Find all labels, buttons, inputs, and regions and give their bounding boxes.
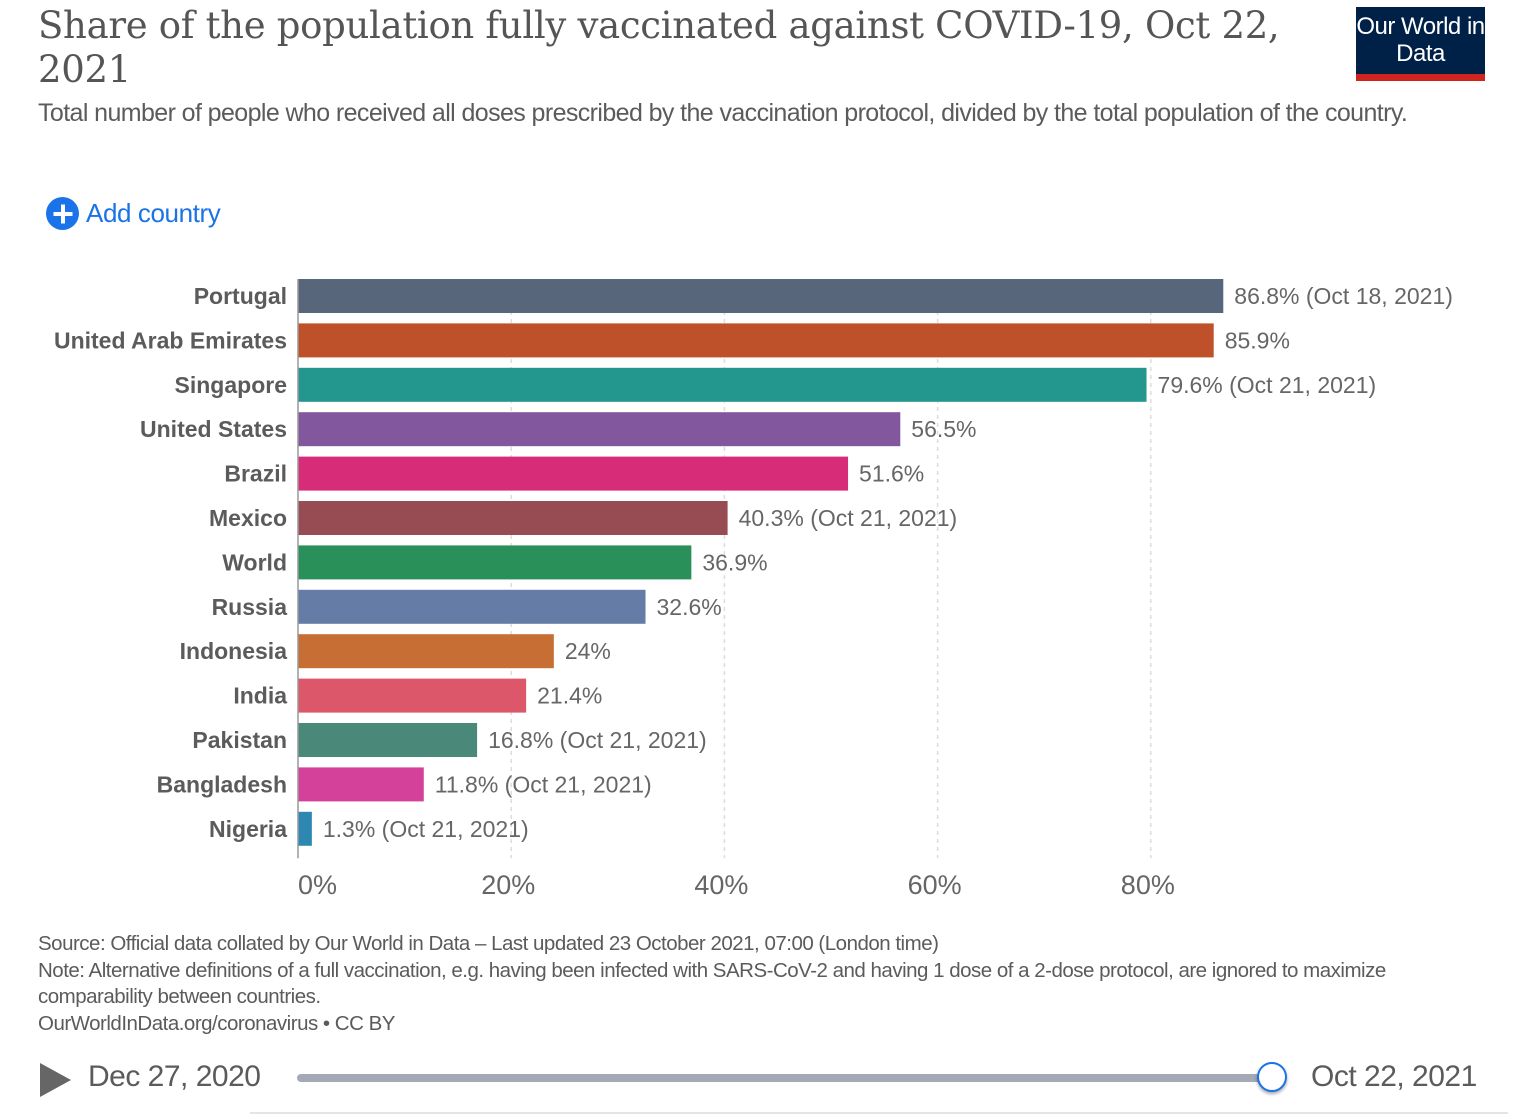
category-label[interactable]: Indonesia (180, 638, 288, 664)
bar[interactable] (298, 589, 646, 624)
value-label: 51.6% (859, 461, 924, 487)
category-label[interactable]: Pakistan (192, 727, 287, 753)
category-label[interactable]: Brazil (224, 461, 287, 487)
owid-logo[interactable]: Our World in Data (1356, 7, 1485, 81)
bar[interactable] (298, 545, 692, 580)
play-icon[interactable] (40, 1063, 71, 1097)
category-label[interactable]: World (222, 549, 287, 575)
bar[interactable] (298, 323, 1214, 358)
note-text: Note: Alternative definitions of a full … (38, 958, 1386, 1009)
value-label: 36.9% (702, 549, 767, 575)
bar[interactable] (298, 279, 1224, 313)
bar-chart: Portugal 86.8% (Oct 18, 2021) United Arab … (54, 279, 1453, 900)
timeline-track[interactable] (297, 1074, 1272, 1082)
x-tick-label: 60% (908, 870, 962, 900)
value-label: 21.4% (537, 683, 602, 709)
bars: Portugal 86.8% (Oct 18, 2021) United Arab … (54, 279, 1453, 846)
bar[interactable] (298, 678, 527, 713)
value-label: 56.5% (911, 416, 976, 442)
category-label[interactable]: Bangladesh (157, 771, 287, 797)
logo-red-bar (1356, 74, 1485, 81)
value-label: 79.6% (Oct 21, 2021) (1158, 372, 1377, 398)
source-text: Source: Official data collated by Our Wo… (38, 932, 939, 955)
value-label: 40.3% (Oct 21, 2021) (739, 505, 958, 531)
chart-footer: Source: Official data collated by Our Wo… (38, 931, 1478, 1037)
x-tick-label: 40% (694, 870, 748, 900)
timeline-end-date: Oct 22, 2021 (1311, 1060, 1477, 1093)
timeline-handle[interactable] (1257, 1062, 1287, 1092)
category-label[interactable]: Portugal (194, 283, 287, 309)
logo-text: Our World in Data (1356, 13, 1485, 67)
value-label: 32.6% (657, 594, 722, 620)
bar[interactable] (298, 723, 478, 757)
category-label[interactable]: Russia (212, 594, 288, 620)
x-tick-label: 20% (481, 870, 535, 900)
value-label: 16.8% (Oct 21, 2021) (488, 727, 707, 753)
bar[interactable] (298, 634, 554, 669)
chart-subtitle: Total number of people who received all … (38, 99, 1408, 127)
bar[interactable] (298, 767, 424, 802)
category-label[interactable]: India (233, 683, 287, 709)
add-country-label: Add country (86, 198, 221, 228)
timeline-start-date: Dec 27, 2020 (88, 1060, 261, 1093)
bar[interactable] (298, 412, 901, 447)
add-country-button[interactable]: Add country (46, 197, 221, 230)
plus-circle-icon (46, 197, 79, 230)
timeline-control: Dec 27, 2020 Oct 22, 2021 (0, 1050, 1514, 1118)
bar[interactable] (298, 811, 312, 846)
category-label[interactable]: United Arab Emirates (54, 327, 287, 353)
value-label: 86.8% (Oct 18, 2021) (1234, 283, 1453, 309)
bar[interactable] (298, 456, 849, 491)
x-tick-label: 0% (298, 870, 337, 900)
chart-title: Share of the population fully vaccinated… (38, 4, 1280, 91)
category-label[interactable]: Mexico (209, 505, 287, 531)
value-label: 1.3% (Oct 21, 2021) (323, 816, 529, 842)
category-label[interactable]: Singapore (175, 372, 287, 398)
bar[interactable] (298, 501, 728, 535)
category-label[interactable]: United States (140, 416, 287, 442)
category-label[interactable]: Nigeria (209, 816, 287, 842)
x-tick-label: 80% (1121, 870, 1175, 900)
license-text: OurWorldInData.org/coronavirus • CC BY (38, 1011, 395, 1035)
x-axis: 0% 20% 40% 60% 80% (297, 279, 1175, 900)
bar[interactable] (298, 367, 1147, 402)
divider (250, 1112, 1508, 1114)
value-label: 24% (565, 638, 611, 664)
value-label: 85.9% (1225, 327, 1290, 353)
value-label: 11.8% (Oct 21, 2021) (435, 771, 652, 797)
